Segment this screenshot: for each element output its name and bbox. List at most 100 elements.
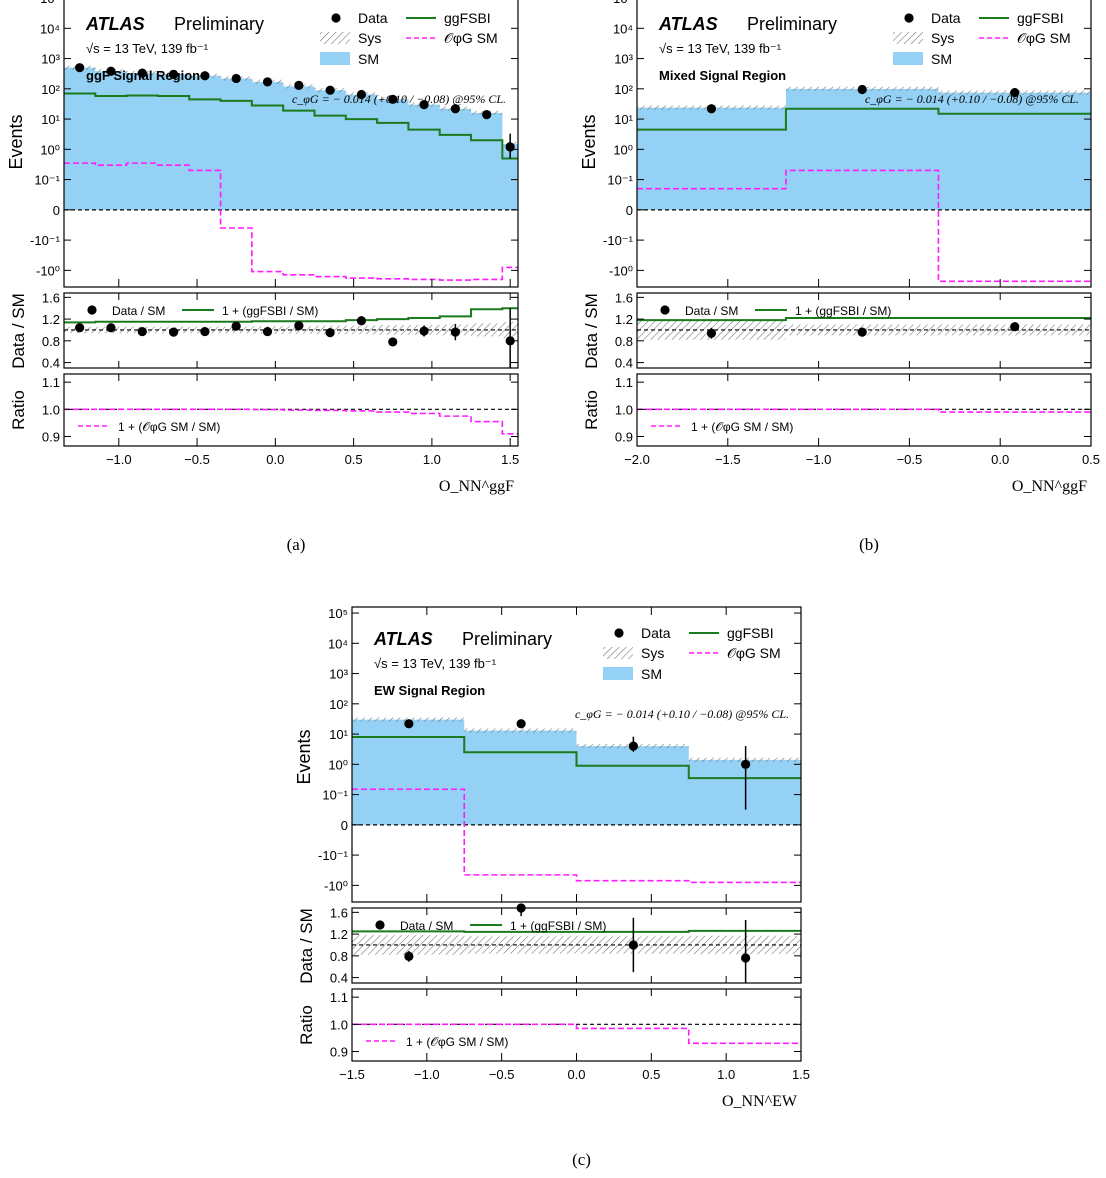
y-tick-label: 0 xyxy=(626,203,633,218)
data-sm-point xyxy=(419,326,429,336)
preliminary-label: Preliminary xyxy=(174,14,264,34)
data-point xyxy=(706,104,717,114)
data-point xyxy=(168,69,179,79)
x-tick-label: −1.0 xyxy=(106,452,132,467)
energy-label: √s = 13 TeV, 139 fb⁻¹ xyxy=(374,656,497,671)
opg-sm-line xyxy=(64,162,518,281)
legend-sys-label: Sys xyxy=(641,645,664,661)
legend-ggfsbi-label: ggFSBI xyxy=(1017,10,1064,26)
data-point xyxy=(262,77,273,87)
data-sm-point xyxy=(294,321,304,331)
legend-data-sm-label: Data / SM xyxy=(112,304,165,318)
data-sm-point xyxy=(231,321,241,331)
legend-ggfsbi-ratio-label: 1 + (ggFSBI / SM) xyxy=(510,919,606,933)
opg-sm-line xyxy=(637,169,1091,283)
y-tick-label: 1.6 xyxy=(42,290,60,305)
data-sm-point xyxy=(75,323,85,333)
y-tick-label: 10³ xyxy=(329,667,348,682)
legend-sys-swatch xyxy=(893,32,923,44)
data-sm-point xyxy=(388,337,398,347)
opg-sm-line xyxy=(352,788,801,884)
y-tick-label: 10² xyxy=(329,697,348,712)
y-tick-label: 10⁴ xyxy=(328,636,348,651)
y-tick-label: 10² xyxy=(614,82,633,97)
x-axis-title: O_NN^ggF xyxy=(1012,478,1087,495)
data-sm-frame xyxy=(63,292,519,369)
legend-data-sm-marker xyxy=(87,305,97,315)
y-tick-label: -10⁻¹ xyxy=(30,233,61,248)
x-tick-label: 0.0 xyxy=(266,452,284,467)
x-tick-label: −0.5 xyxy=(897,452,923,467)
events-axis-title: Events xyxy=(294,729,314,784)
legend-data-label: Data xyxy=(931,10,961,26)
x-tick-label: −2.0 xyxy=(624,452,650,467)
x-tick-label: 0.5 xyxy=(345,452,363,467)
y-tick-label: 10² xyxy=(41,82,60,97)
x-tick-label: −1.5 xyxy=(715,452,741,467)
opg-ratio-line xyxy=(352,1023,801,1045)
x-tick-label: 0.5 xyxy=(642,1067,660,1082)
events-frame xyxy=(636,0,1092,288)
legend-opg-label: 𝒪φG SM xyxy=(1017,30,1071,46)
legend-sm-swatch xyxy=(320,52,350,65)
y-tick-label: 1.0 xyxy=(330,1017,348,1032)
legend-data-sm-label: Data / SM xyxy=(400,919,453,933)
x-tick-label: 1.0 xyxy=(423,452,441,467)
data-point xyxy=(628,741,638,751)
legend-sm-label: SM xyxy=(358,51,379,67)
legend-ggfsbi-label: ggFSBI xyxy=(444,10,491,26)
data-point xyxy=(106,66,116,76)
atlas-label: ATLAS xyxy=(373,629,433,649)
legend-ggfsbi-ratio-label: 1 + (ggFSBI / SM) xyxy=(222,304,318,318)
y-tick-label: -10⁻¹ xyxy=(603,233,634,248)
y-tick-label: 10⁵ xyxy=(613,0,633,6)
region-label: ggF Signal Region xyxy=(86,68,200,83)
data-sm-axis-title: Data / SM xyxy=(582,293,601,369)
y-tick-label: 10¹ xyxy=(329,727,348,742)
y-tick-label: 10³ xyxy=(614,52,633,67)
x-tick-label: 1.0 xyxy=(717,1067,735,1082)
data-sm-point xyxy=(741,953,751,963)
sm-histogram xyxy=(637,88,1091,210)
y-tick-label: 0.8 xyxy=(42,334,60,349)
x-axis-title: O_NN^EW xyxy=(722,1093,798,1110)
chart-panel: 10⁵ 10⁴ 10³ 10² 10¹ 10⁰ 10⁻¹ 0 -10⁻¹ -10⁰ Events AT… xyxy=(294,606,810,1169)
data-point xyxy=(404,719,414,729)
data-point xyxy=(200,71,210,81)
region-label: EW Signal Region xyxy=(374,683,485,698)
data-sm-point xyxy=(356,316,367,326)
legend-data-sm-marker xyxy=(375,920,385,930)
data-sm-point xyxy=(200,326,210,337)
atlas-label: ATLAS xyxy=(85,14,145,34)
legend-sm-label: SM xyxy=(931,51,952,67)
coupling-label: c_φG = − 0.014 (+0.10 / −0.08) @95% CL. xyxy=(865,92,1079,106)
legend-opg-label: 𝒪φG SM xyxy=(444,30,498,46)
y-tick-label: 10⁰ xyxy=(328,757,348,772)
ggfsbi-line xyxy=(637,107,1091,131)
ggfsbi-line xyxy=(64,92,518,160)
data-point xyxy=(741,759,751,769)
data-sm-axis-title: Data / SM xyxy=(297,908,316,984)
legend-sys-swatch xyxy=(603,647,633,659)
legend-data-sm-marker xyxy=(660,305,670,315)
legend-opg-ratio-label: 1 + (𝒪φG SM / SM) xyxy=(406,1035,508,1049)
energy-label: √s = 13 TeV, 139 fb⁻¹ xyxy=(86,41,209,56)
coupling-label: c_φG = − 0.014 (+0.10 / −0.08) @95% CL. xyxy=(575,707,789,721)
y-tick-label: 0 xyxy=(53,203,60,218)
preliminary-label: Preliminary xyxy=(747,14,837,34)
legend-sys-label: Sys xyxy=(931,30,954,46)
y-tick-label: 10¹ xyxy=(41,112,60,127)
data-point xyxy=(516,719,526,729)
data-sm-point xyxy=(505,336,515,346)
data-sm-point xyxy=(168,327,179,337)
y-tick-label: -10⁰ xyxy=(36,263,60,278)
legend-data-marker xyxy=(614,628,624,638)
energy-label: √s = 13 TeV, 139 fb⁻¹ xyxy=(659,41,782,56)
y-tick-label: 0.4 xyxy=(615,356,633,371)
legend-data-marker xyxy=(904,13,914,23)
y-tick-label: 0.9 xyxy=(42,429,60,444)
atlas-label: ATLAS xyxy=(658,14,718,34)
y-tick-label: 10⁴ xyxy=(613,21,633,36)
x-tick-label: 0.0 xyxy=(567,1067,585,1082)
opg-ratio-line xyxy=(637,408,1091,413)
